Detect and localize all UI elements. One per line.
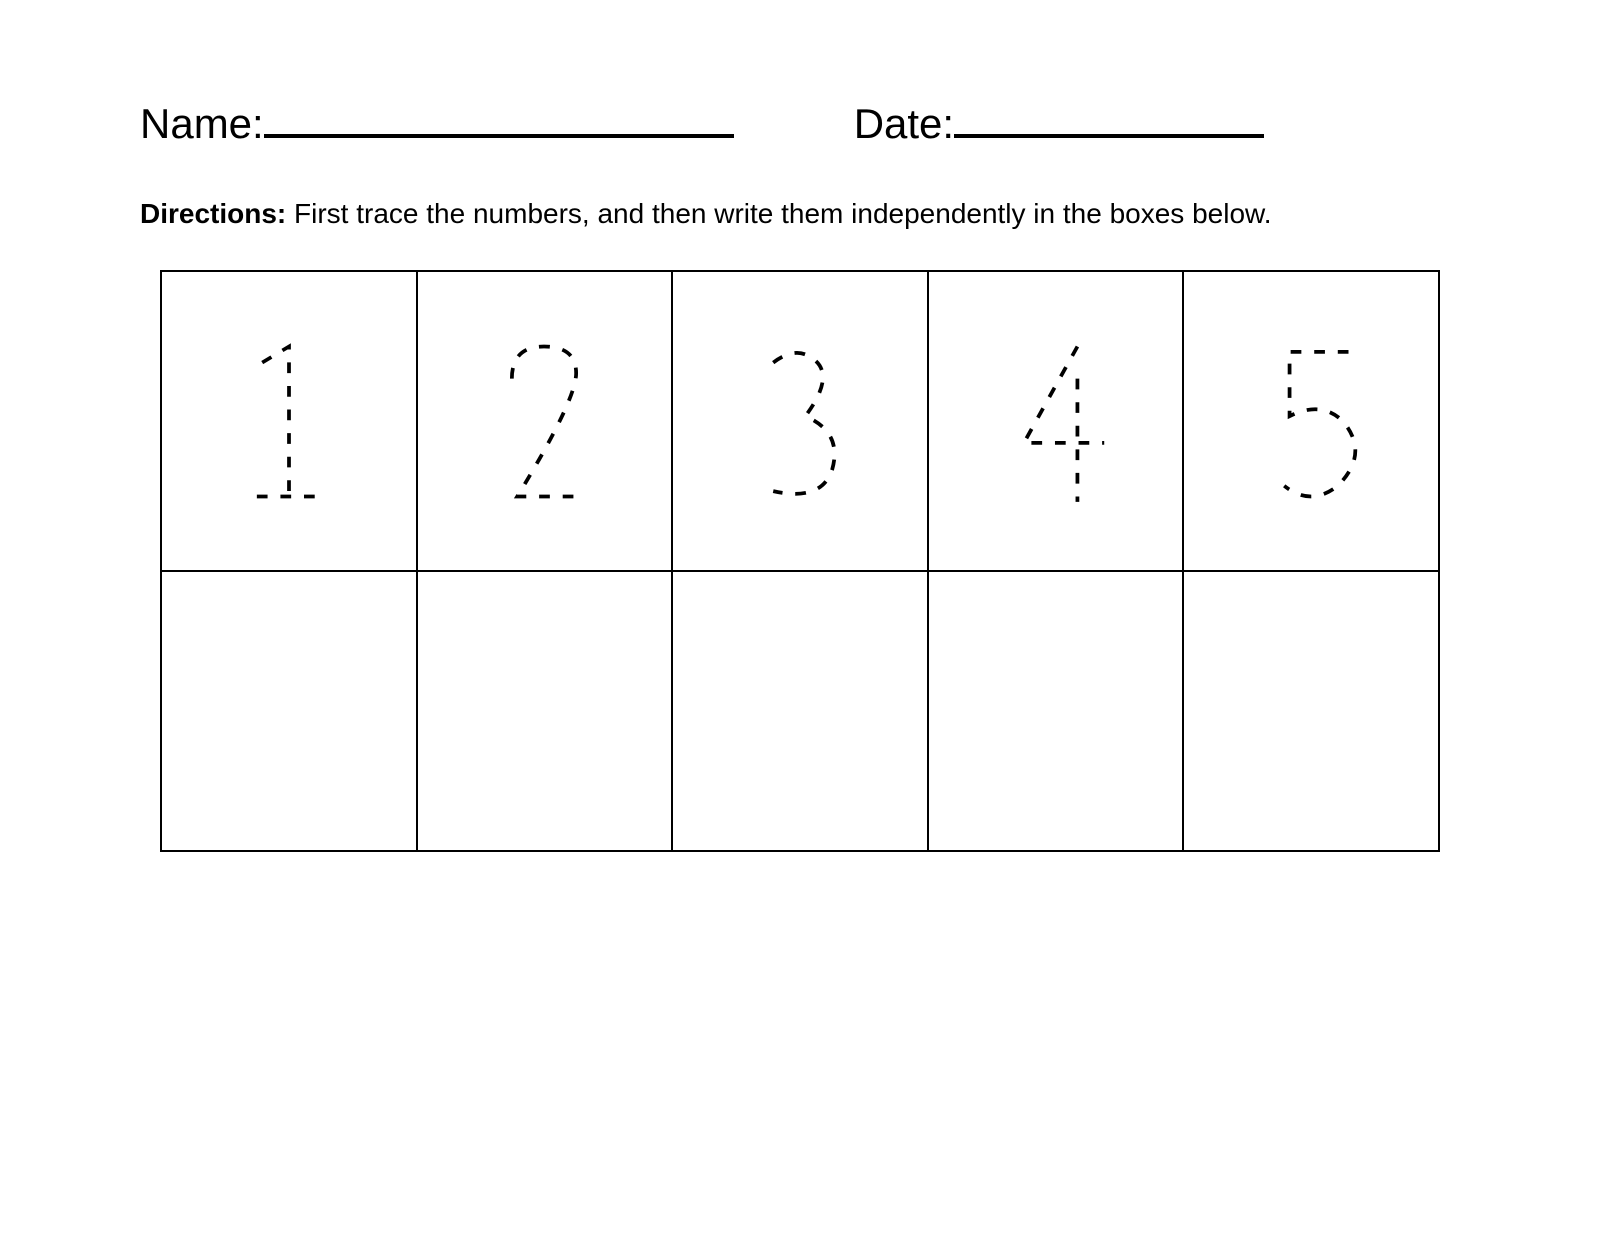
practice-cell-2[interactable] (417, 571, 673, 851)
trace-cell-1 (161, 271, 417, 571)
date-field: Date: (854, 100, 1264, 148)
directions-text: First trace the numbers, and then write … (294, 198, 1271, 229)
trace-number-4 (981, 314, 1131, 529)
practice-cell-5[interactable] (1183, 571, 1439, 851)
date-line[interactable] (954, 100, 1264, 138)
trace-number-1 (214, 314, 364, 529)
directions-label: Directions: (140, 198, 286, 229)
practice-cell-1[interactable] (161, 571, 417, 851)
trace-row (161, 271, 1439, 571)
name-line[interactable] (264, 100, 734, 138)
header-row: Name: Date: (140, 100, 1490, 148)
worksheet: Name: Date: Directions: First trace the … (0, 0, 1600, 852)
trace-number-2 (469, 314, 619, 529)
trace-number-5 (1236, 314, 1386, 529)
date-label: Date: (854, 100, 954, 148)
trace-cell-2 (417, 271, 673, 571)
practice-cell-4[interactable] (928, 571, 1184, 851)
directions: Directions: First trace the numbers, and… (140, 198, 1490, 230)
trace-cell-4 (928, 271, 1184, 571)
trace-cell-5 (1183, 271, 1439, 571)
practice-row (161, 571, 1439, 851)
practice-cell-3[interactable] (672, 571, 928, 851)
tracing-grid (160, 270, 1440, 852)
trace-cell-3 (672, 271, 928, 571)
name-field: Name: (140, 100, 734, 148)
trace-number-3 (725, 314, 875, 529)
name-label: Name: (140, 100, 264, 148)
